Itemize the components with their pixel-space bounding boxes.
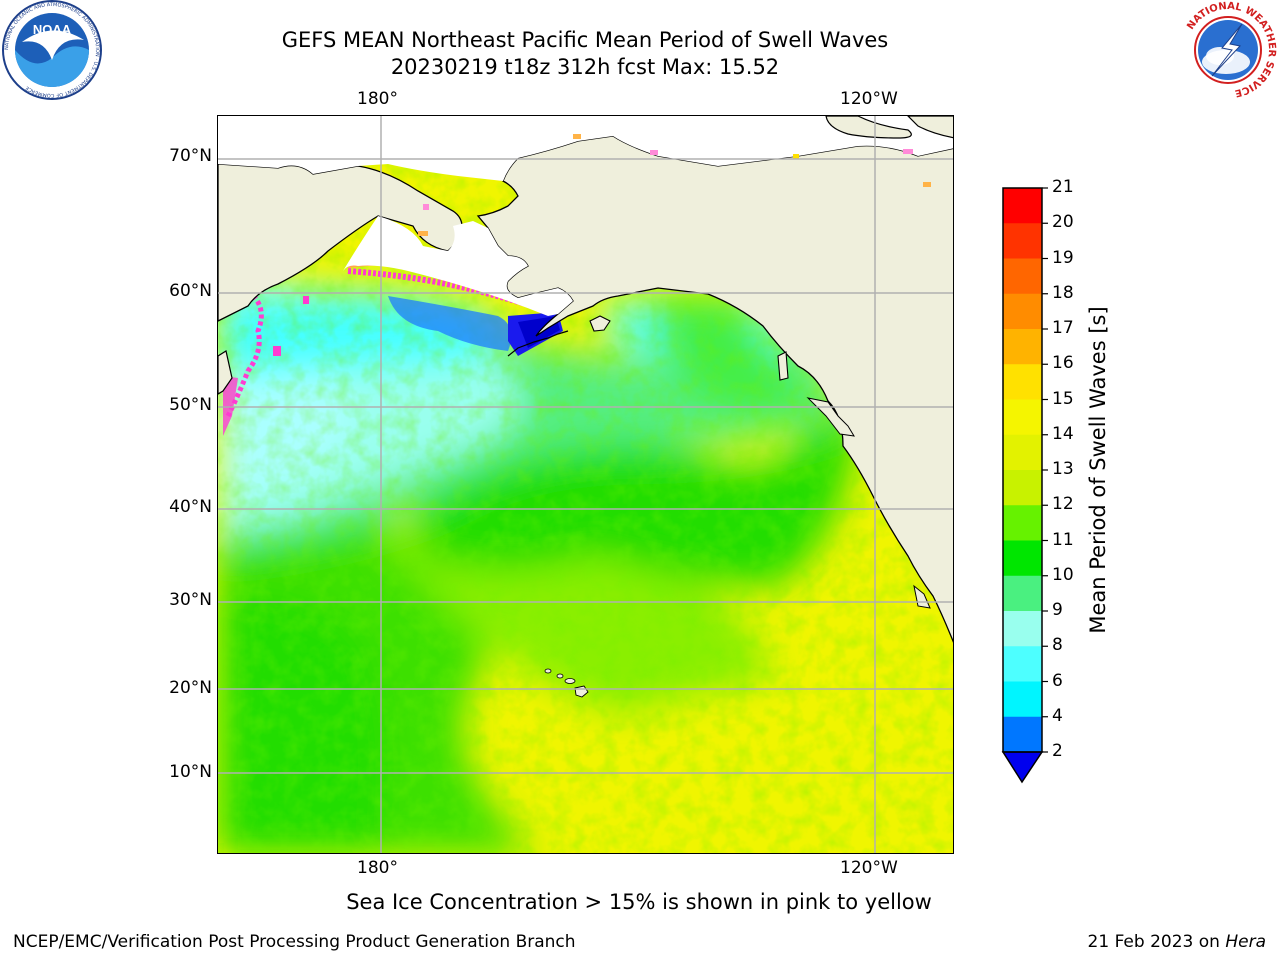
lon-label-120w-top: 120°W [840,89,898,109]
colorbar-tick-label: 9 [1052,600,1063,620]
colorbar-tick-label: 13 [1052,459,1074,479]
colorbar-tick-label: 19 [1052,247,1074,268]
colorbar-tick-label: 14 [1052,423,1074,444]
colorbar-extend-arrow [1001,751,1044,784]
colorbar-tick-label: 15 [1052,388,1074,409]
colorbar-tick-label: 6 [1052,670,1063,691]
colorbar-segment [1003,681,1042,718]
colorbar-tick-label: 18 [1052,282,1074,303]
bering-sea-ice [343,216,573,316]
nws-logo: NATIONAL WEATHER SERVICE [1180,1,1277,98]
land-siberia [218,163,463,322]
colorbar-segment [1003,540,1042,577]
sea-ice-note: Sea Ice Concentration > 15% is shown in … [346,890,932,914]
colorbar-tick-label: 12 [1052,494,1074,515]
colorbar-segment [1003,399,1042,436]
colorbar-tick-label: 20 [1052,212,1074,233]
colorbar-segment [1003,223,1042,259]
colorbar-segment [1003,646,1042,682]
colorbar-tick-label: 10 [1052,564,1074,585]
colorbar-segment [1003,293,1042,330]
colorbar-segment [1003,329,1042,365]
colorbar-tick-label: 8 [1052,635,1063,656]
lat-label-10n: 10°N [169,762,212,782]
chart-subtitle: 20230219 t18z 312h fcst Max: 15.52 [390,55,780,79]
colorbar-segment [1003,505,1042,541]
colorbar-segment [1003,364,1042,400]
colorbar-segment [1003,611,1042,647]
chart-title: GEFS MEAN Northeast Pacific Mean Period … [281,28,889,52]
map-frame [217,115,954,854]
colorbar-tick-label: 21 [1052,177,1074,197]
colorbar [1001,187,1048,784]
colorbar-segment [1003,434,1042,471]
lon-label-180-bottom: 180° [357,858,398,878]
colorbar-tick-label: 11 [1052,529,1074,550]
footer-credit: NCEP/EMC/Verification Post Processing Pr… [13,932,576,952]
colorbar-segment [1003,188,1042,224]
lat-label-50n: 50°N [169,395,212,415]
lat-label-60n: 60°N [169,281,212,301]
noaa-logo: NOAA NATIONAL OCEANIC AND ATMOSPHERIC AD… [2,0,102,100]
lat-label-70n: 70°N [169,146,212,166]
colorbar-tick-label: 17 [1052,318,1074,338]
colorbar-segment [1003,258,1042,295]
colorbar-tick-label: 4 [1052,705,1063,726]
swell-period-map [218,116,953,853]
colorbar-tick-label: 16 [1052,353,1074,374]
colorbar-title: Mean Period of Swell Waves [s] [1086,306,1110,634]
lon-label-180-top: 180° [357,89,398,109]
footer-date: 21 Feb 2023 on Hera [1087,932,1266,952]
graticule [218,116,953,853]
colorbar-tick-label: 2 [1052,741,1063,761]
lat-label-40n: 40°N [169,497,212,517]
colorbar-segment [1003,470,1042,506]
lat-label-30n: 30°N [169,590,212,610]
lon-label-120w-bottom: 120°W [840,858,898,878]
colorbar-segment [1003,716,1042,753]
colorbar-segment [1003,575,1042,612]
lat-label-20n: 20°N [169,678,212,698]
svg-text:NOAA: NOAA [33,22,72,37]
